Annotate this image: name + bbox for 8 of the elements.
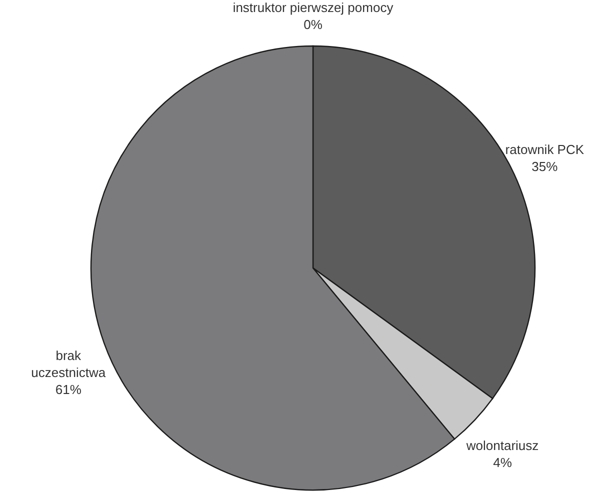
slice-label: brak uczestnictwa [31, 348, 106, 380]
slice-label: wolontariusz [465, 438, 539, 453]
slice-label: ratownik PCK [505, 142, 584, 157]
data-label: 35% [532, 158, 558, 174]
data-label: 4% [493, 454, 512, 470]
text: 0% [304, 17, 322, 32]
data-label: 61% [55, 382, 82, 398]
category-label: instruktor pierwszej pomocy [232, 0, 394, 15]
